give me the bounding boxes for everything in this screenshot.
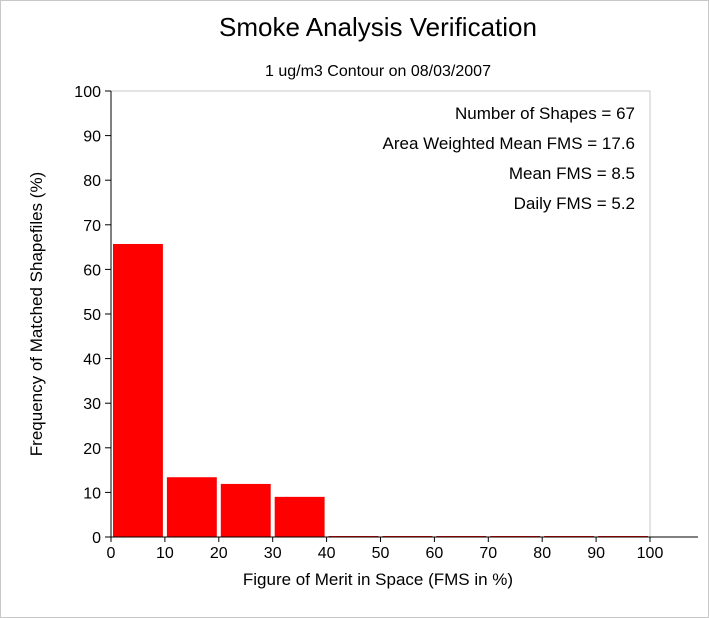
bar-group (113, 243, 648, 537)
stat-annotation: Daily FMS = 5.2 (514, 194, 635, 213)
bar-bin-2 (220, 483, 271, 537)
x-axis-label: Figure of Merit in Space (FMS in %) (243, 570, 513, 589)
stat-annotation: Area Weighted Mean FMS = 17.6 (383, 134, 635, 153)
y-tick-label: 40 (83, 352, 101, 369)
x-tick-label: 20 (210, 545, 228, 562)
x-tick-label: 100 (637, 545, 664, 562)
y-tick-label: 0 (92, 530, 101, 547)
x-tick-label: 40 (318, 545, 336, 562)
chart-subtitle: 1 ug/m3 Contour on 08/03/2007 (265, 63, 491, 80)
x-tick-label: 70 (479, 545, 497, 562)
y-axis-ticks: 0 10 20 30 40 50 60 70 80 90 100 (74, 84, 111, 547)
bar-bin-1 (166, 477, 217, 537)
y-tick-label: 70 (83, 218, 101, 235)
stat-annotation: Number of Shapes = 67 (455, 104, 635, 123)
x-tick-label: 30 (264, 545, 282, 562)
x-tick-label: 80 (533, 545, 551, 562)
stat-annotation: Mean FMS = 8.5 (509, 164, 635, 183)
x-tick-label: 10 (156, 545, 174, 562)
y-tick-label: 90 (83, 129, 101, 146)
annotation-block: Number of Shapes = 67 Area Weighted Mean … (383, 104, 635, 213)
y-axis-label: Frequency of Matched Shapefiles (%) (27, 172, 46, 456)
x-tick-label: 0 (107, 545, 116, 562)
y-tick-label: 50 (83, 307, 101, 324)
x-tick-label: 50 (372, 545, 390, 562)
y-tick-label: 80 (83, 173, 101, 190)
y-tick-label: 60 (83, 262, 101, 279)
x-tick-label: 90 (587, 545, 605, 562)
x-axis-ticks: 0 10 20 30 40 50 60 70 80 90 100 (107, 537, 664, 562)
y-tick-label: 10 (83, 485, 101, 502)
bar-bin-3 (274, 496, 325, 537)
bar-bin-0 (113, 243, 163, 537)
plot-frame (110, 90, 651, 538)
chart-title: Smoke Analysis Verification (219, 12, 537, 42)
y-tick-label: 20 (83, 441, 101, 458)
y-tick-label: 30 (83, 396, 101, 413)
x-tick-label: 60 (426, 545, 444, 562)
y-tick-label: 100 (74, 84, 101, 101)
